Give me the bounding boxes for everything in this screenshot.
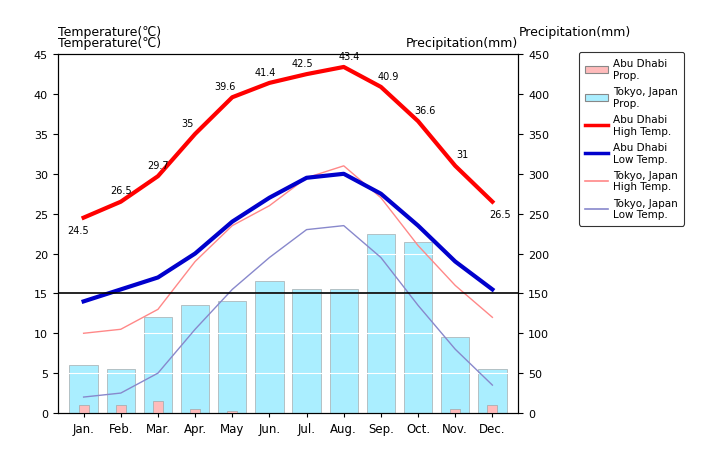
Text: 36.6: 36.6 xyxy=(415,106,436,116)
Text: 35: 35 xyxy=(181,118,194,128)
Text: Precipitation(mm): Precipitation(mm) xyxy=(518,26,631,39)
Bar xyxy=(404,242,432,413)
Bar xyxy=(116,405,126,413)
Text: 26.5: 26.5 xyxy=(489,210,510,220)
Text: 31: 31 xyxy=(456,150,469,160)
Text: 42.5: 42.5 xyxy=(292,59,314,68)
Bar xyxy=(190,409,200,413)
Bar xyxy=(78,405,89,413)
Bar xyxy=(487,405,498,413)
Bar xyxy=(70,365,98,413)
Text: Temperature(℃): Temperature(℃) xyxy=(58,26,161,39)
Bar xyxy=(478,369,506,413)
Text: Precipitation(mm): Precipitation(mm) xyxy=(406,37,518,50)
Bar xyxy=(450,409,460,413)
Text: 41.4: 41.4 xyxy=(255,67,276,78)
Bar xyxy=(144,318,172,413)
Legend: Abu Dhabi
Prop., Tokyo, Japan
Prop., Abu Dhabi
High Temp., Abu Dhabi
Low Temp., : Abu Dhabi Prop., Tokyo, Japan Prop., Abu… xyxy=(579,53,684,226)
Bar xyxy=(153,401,163,413)
Bar xyxy=(441,337,469,413)
Text: Temperature(℃): Temperature(℃) xyxy=(58,37,161,50)
Bar xyxy=(218,302,246,413)
Bar xyxy=(256,282,284,413)
Bar xyxy=(366,234,395,413)
Text: 40.9: 40.9 xyxy=(378,71,399,81)
Text: 39.6: 39.6 xyxy=(214,82,235,92)
Bar xyxy=(107,369,135,413)
Text: 29.7: 29.7 xyxy=(147,161,168,170)
Text: 26.5: 26.5 xyxy=(110,186,132,196)
Bar xyxy=(330,290,358,413)
Text: 24.5: 24.5 xyxy=(67,226,89,235)
Bar xyxy=(228,412,237,413)
Text: 43.4: 43.4 xyxy=(338,51,360,62)
Bar xyxy=(181,306,210,413)
Bar xyxy=(292,290,320,413)
